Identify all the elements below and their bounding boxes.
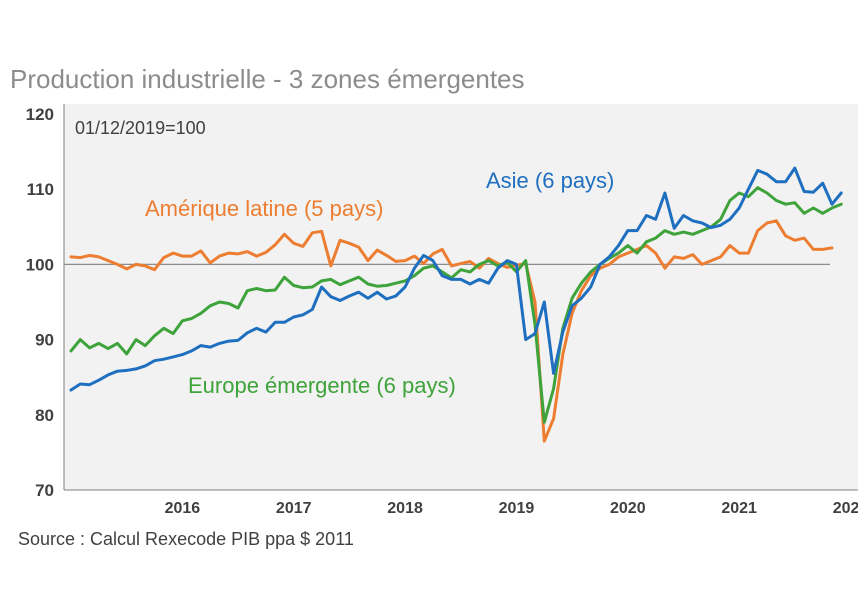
y-tick-label: 70 [35, 481, 54, 500]
x-tick-label: 2022 [833, 500, 858, 517]
y-tick-label: 80 [35, 406, 54, 425]
series-label-latin-america: Amérique latine (5 pays) [145, 196, 383, 221]
series-line-0 [69, 219, 834, 443]
y-tick-label: 120 [26, 105, 54, 124]
series-label-emerging-europe: Europe émergente (6 pays) [188, 373, 456, 398]
x-tick-label: 2018 [387, 500, 423, 517]
y-tick-label: 100 [26, 255, 54, 274]
plot-area [64, 104, 858, 490]
x-tick-label: 2016 [165, 500, 201, 517]
y-axis: 70 80 90 100 110 120 [26, 105, 54, 500]
x-tick-label: 2017 [276, 500, 312, 517]
y-tick-label: 110 [27, 180, 54, 199]
base-note: 01/12/2019=100 [75, 118, 206, 138]
source-note: Source : Calcul Rexecode PIB ppa $ 2011 [18, 529, 354, 549]
series-label-asia: Asie (6 pays) [486, 168, 614, 193]
x-tick-label: 2021 [721, 500, 757, 517]
series-lines [69, 166, 843, 443]
x-tick-label: 2019 [499, 500, 535, 517]
y-tick-label: 90 [35, 331, 54, 350]
chart-title: Production industrielle - 3 zones émerge… [10, 64, 525, 94]
x-axis: 2016 2017 2018 2019 2020 2021 2022 [165, 500, 858, 517]
series-line-2 [69, 186, 843, 424]
series-line-1 [69, 166, 843, 392]
x-tick-label: 2020 [610, 500, 646, 517]
